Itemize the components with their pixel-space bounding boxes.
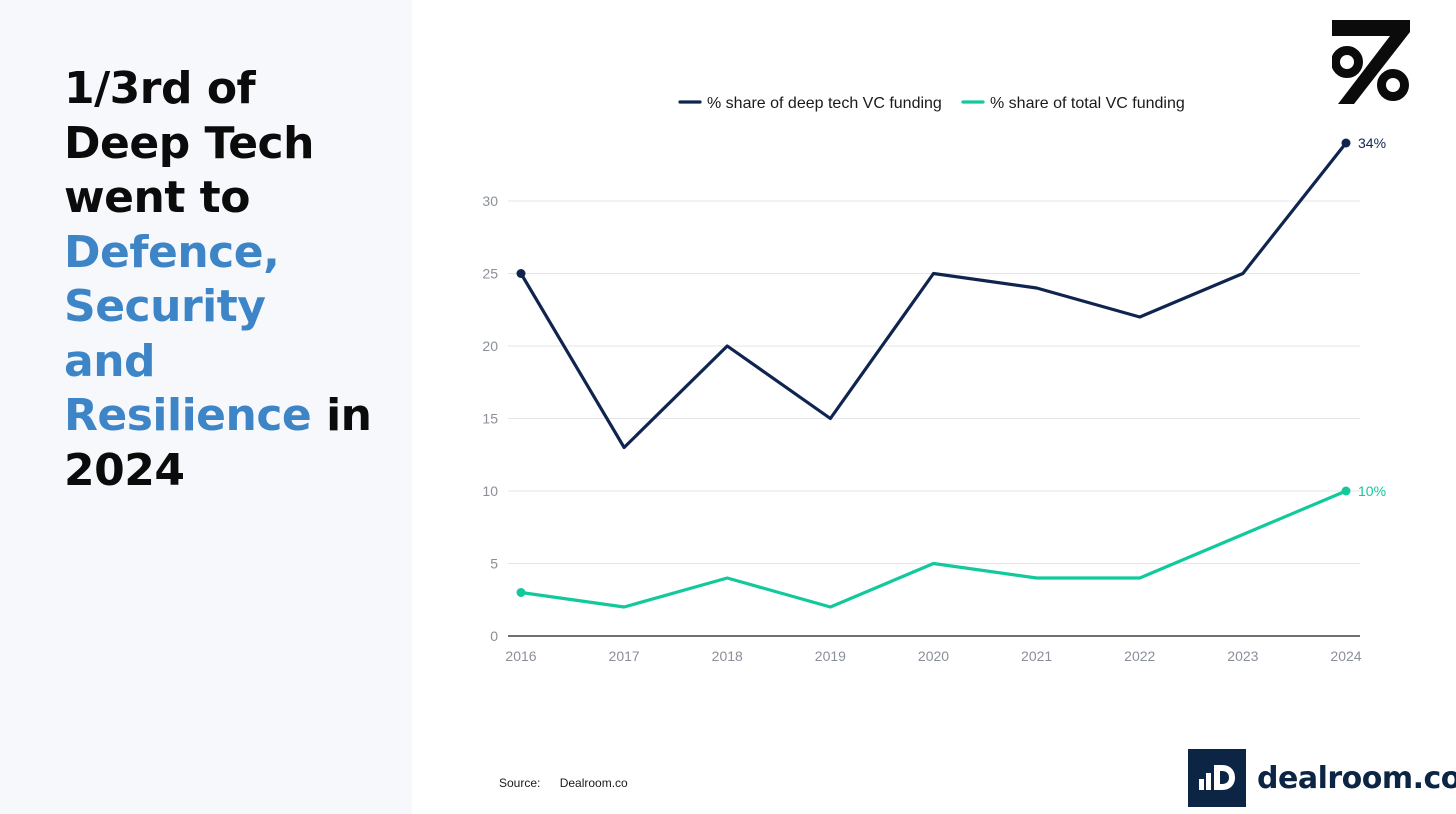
x-tick-label: 2023 — [1227, 648, 1258, 664]
legend-label: % share of deep tech VC funding — [707, 95, 942, 112]
left-panel: 1/3rd of Deep Tech went to Defence, Secu… — [0, 0, 412, 814]
headline-accent: Resilience — [64, 390, 312, 441]
source-label: Source: — [499, 776, 541, 790]
data-point — [516, 269, 526, 278]
end-value-label: 34% — [1358, 135, 1386, 151]
headline-year: 2024 — [64, 444, 185, 496]
x-tick-label: 2019 — [815, 648, 846, 664]
end-value-label: 10% — [1358, 483, 1386, 499]
y-tick-label: 15 — [482, 411, 498, 427]
headline-line: Deep Tech — [64, 117, 314, 169]
y-tick-label: 10 — [482, 483, 498, 499]
data-point — [1341, 486, 1351, 496]
dealroom-logo-text: dealroom.co — [1257, 760, 1456, 796]
dealroom-logo: dealroom.co — [1188, 749, 1456, 807]
headline-accent: Defence, — [64, 226, 280, 278]
x-tick-label: 2020 — [918, 648, 949, 664]
x-tick-label: 2018 — [712, 648, 743, 664]
headline-line: went to — [64, 172, 250, 223]
headline-accent: Security — [64, 281, 266, 332]
headline-tail: in — [311, 390, 372, 441]
y-tick-label: 30 — [482, 193, 498, 209]
dealroom-logo-icon — [1188, 749, 1246, 807]
x-tick-label: 2024 — [1330, 648, 1361, 664]
headline-line: 1/3rd of — [64, 63, 256, 114]
source-note: Source: Dealroom.co — [499, 776, 628, 790]
y-tick-label: 20 — [482, 338, 498, 354]
percent-logo-icon — [1332, 20, 1410, 104]
y-tick-label: 0 — [490, 628, 498, 644]
headline-accent: and — [64, 335, 156, 387]
headline: 1/3rd of Deep Tech went to Defence, Secu… — [64, 62, 384, 498]
series-line — [519, 141, 1348, 450]
source-value: Dealroom.co — [559, 776, 628, 790]
x-tick-label: 2017 — [609, 648, 640, 664]
data-point — [1341, 138, 1351, 148]
headline-line: Resilience in — [64, 389, 384, 444]
y-tick-label: 5 — [490, 556, 498, 572]
x-tick-label: 2021 — [1021, 648, 1052, 664]
y-tick-label: 25 — [482, 266, 498, 282]
x-tick-label: 2022 — [1124, 648, 1155, 664]
series-line — [519, 489, 1348, 609]
data-point — [516, 588, 526, 597]
x-tick-label: 2016 — [505, 648, 536, 664]
legend-label: % share of total VC funding — [990, 95, 1185, 112]
